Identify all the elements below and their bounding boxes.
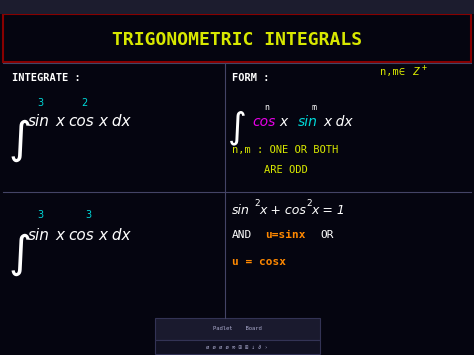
Text: m: m [312,104,317,113]
Text: sin: sin [28,115,50,130]
Text: x dx: x dx [98,115,130,130]
Text: x = 1: x = 1 [311,203,345,217]
Bar [0,0,474,14]
Text: ∫: ∫ [8,234,31,277]
Text: n,m∈: n,m∈ [380,67,405,77]
Text: x: x [279,115,287,129]
Text: TRIGONOMETRIC INTEGRALS: TRIGONOMETRIC INTEGRALS [112,31,362,49]
Text: AND: AND [232,230,252,240]
Text: 3: 3 [37,210,43,220]
Text: ∫: ∫ [228,111,247,145]
Text: x: x [55,228,64,242]
Text: u = cosx: u = cosx [232,257,286,267]
Text: +: + [422,62,427,71]
Bar [155,340,320,354]
Text: OR: OR [320,230,334,240]
Text: cos: cos [252,115,275,129]
Text: x: x [55,115,64,130]
Bar [3,14,471,62]
Text: 2: 2 [254,200,260,208]
Text: ∫: ∫ [8,119,31,162]
Text: Z: Z [412,67,419,77]
Text: INTEGRATE :: INTEGRATE : [12,73,81,83]
Text: 3: 3 [85,210,91,220]
Text: cos: cos [68,115,94,130]
Text: FORM :: FORM : [232,73,270,83]
Text: ø ø ø ø ∞ ⊞ ⊞ ↓ ∂ ›: ø ø ø ø ∞ ⊞ ⊞ ↓ ∂ › [206,344,268,350]
Text: 2: 2 [306,200,311,208]
Text: x dx: x dx [98,228,130,242]
Text: sin: sin [232,203,250,217]
Text: n,m : ONE OR BOTH: n,m : ONE OR BOTH [232,145,338,155]
Text: 2: 2 [81,98,87,108]
Text: x dx: x dx [323,115,353,129]
Text: ARE ODD: ARE ODD [264,165,308,175]
Text: cos: cos [68,228,94,242]
Text: 3: 3 [37,98,43,108]
Text: Padlet    Board: Padlet Board [213,326,261,331]
Text: u=sinx: u=sinx [265,230,306,240]
Text: sin: sin [28,228,50,242]
Bar [155,318,320,340]
Text: sin: sin [298,115,318,129]
Text: n: n [264,104,269,113]
Text: x + cos: x + cos [259,203,306,217]
